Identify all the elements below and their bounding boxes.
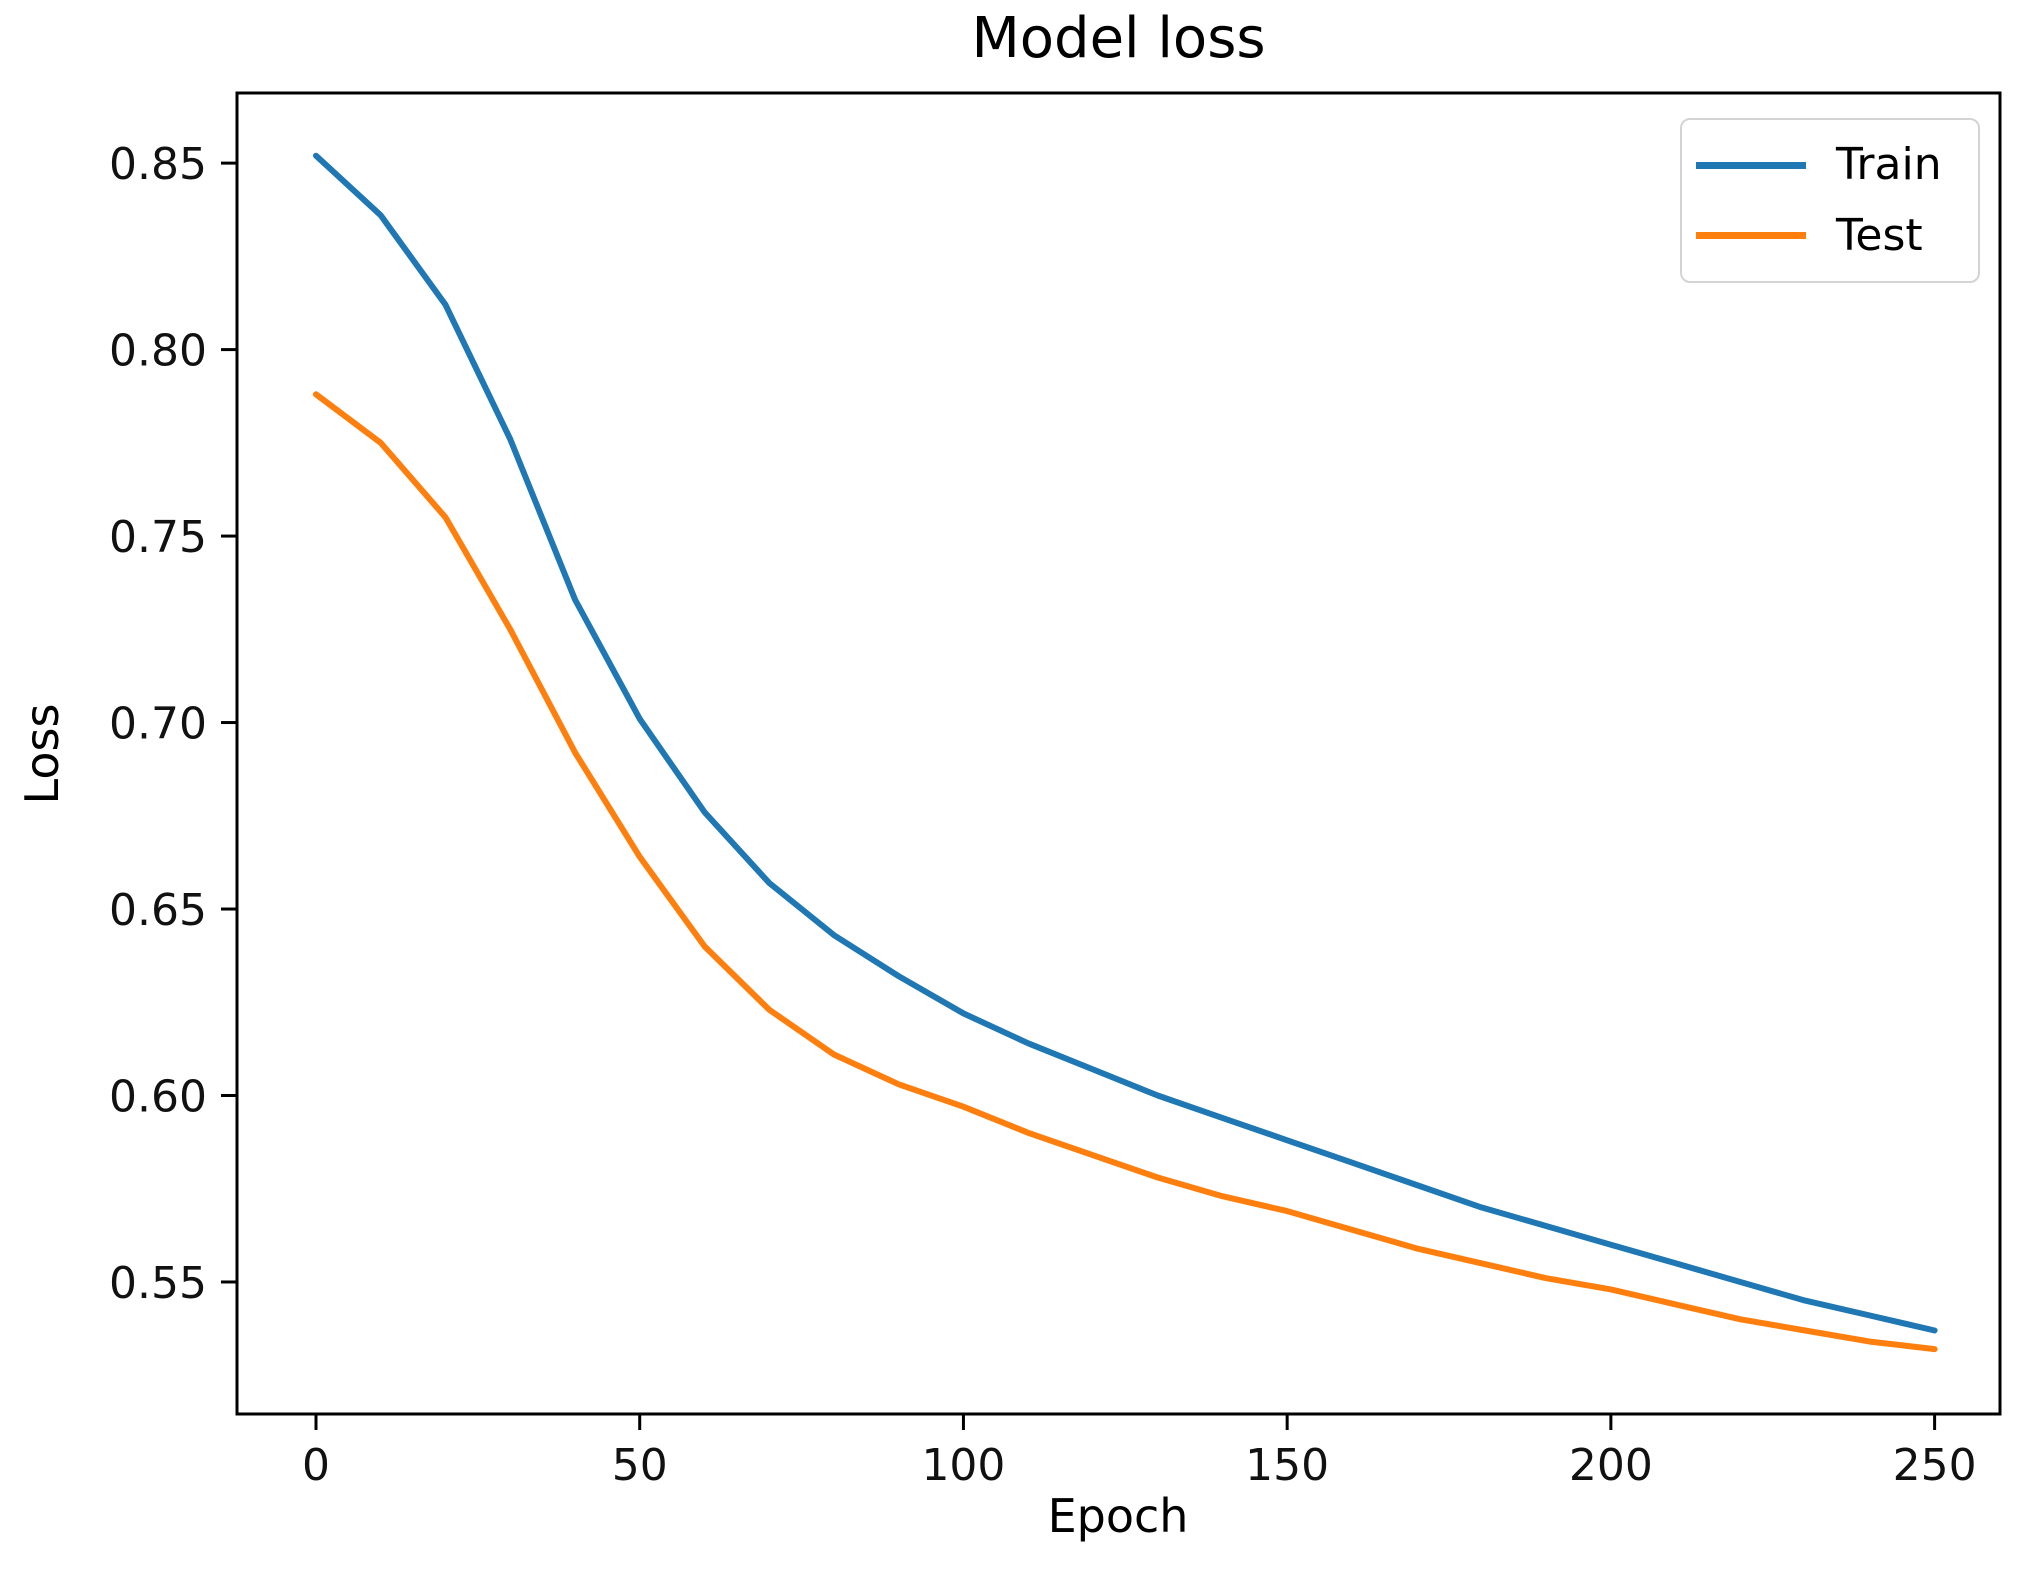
y-tick-label: 0.55 bbox=[109, 1258, 207, 1309]
x-tick-label: 100 bbox=[921, 1440, 1005, 1491]
y-tick-label: 0.70 bbox=[109, 699, 207, 750]
train-line bbox=[313, 152, 1938, 1334]
chart-title: Model loss bbox=[971, 6, 1266, 71]
x-tick-label: 200 bbox=[1569, 1440, 1653, 1491]
x-tick-label: 0 bbox=[302, 1440, 330, 1491]
x-tick-label: 50 bbox=[612, 1440, 668, 1491]
train-line-swatch-icon bbox=[1696, 161, 1806, 169]
test-line bbox=[313, 391, 1938, 1353]
y-tick-label: 0.65 bbox=[109, 885, 207, 936]
plot-border bbox=[235, 91, 2002, 1416]
legend-label-test: Test bbox=[1836, 209, 1923, 261]
x-tick-label: 250 bbox=[1893, 1440, 1977, 1491]
legend-entry-train: Train bbox=[1682, 143, 1978, 187]
legend: Train Test bbox=[1680, 118, 1980, 283]
y-tick-label: 0.80 bbox=[109, 326, 207, 377]
x-tick-label: 150 bbox=[1245, 1440, 1329, 1491]
test-line-swatch-icon bbox=[1696, 232, 1806, 240]
y-tick-label: 0.85 bbox=[109, 139, 207, 190]
legend-label-train: Train bbox=[1836, 139, 1942, 191]
x-axis-label: Epoch bbox=[1047, 1489, 1189, 1543]
legend-entry-test: Test bbox=[1682, 209, 1978, 261]
y-tick-label: 0.75 bbox=[109, 512, 207, 563]
y-tick-label: 0.60 bbox=[109, 1071, 207, 1122]
